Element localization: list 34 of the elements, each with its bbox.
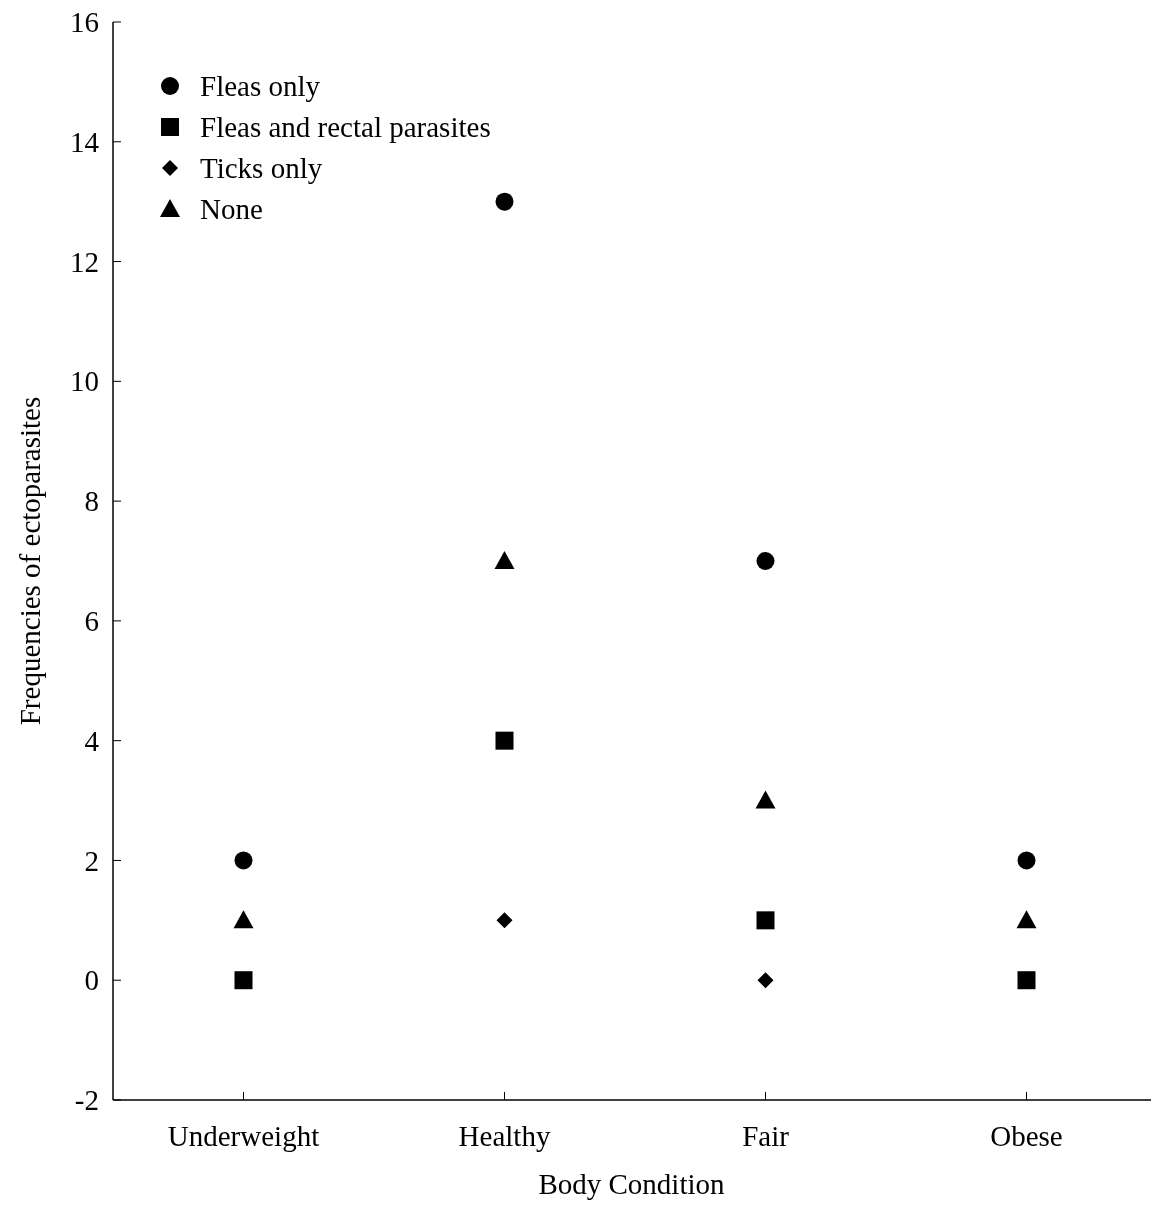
point (234, 851, 253, 870)
legend-label: Fleas and rectal parasites (200, 111, 491, 144)
y-axis-title: Frequencies of ectoparasites (14, 396, 46, 726)
y-tick-label: 16 (70, 6, 99, 39)
x-tick-label: Fair (742, 1120, 790, 1152)
y-tick-label: 10 (70, 365, 99, 398)
point (756, 552, 775, 570)
x-axis-title: Body Condition (538, 1168, 726, 1200)
point (494, 551, 515, 569)
point (495, 192, 514, 211)
y-tick-label: 6 (84, 605, 99, 638)
point (757, 972, 774, 989)
y-tick-label: 8 (84, 485, 99, 518)
y-tick-label: 0 (84, 964, 99, 997)
legend-label: Ticks only (200, 152, 323, 185)
point (755, 790, 776, 809)
y-tick-label: -2 (74, 1084, 99, 1117)
point (234, 971, 253, 990)
point (496, 912, 513, 929)
point (1016, 910, 1037, 929)
x-tick-label: Healthy (458, 1120, 551, 1152)
point (756, 911, 775, 930)
y-tick-label: 12 (70, 245, 99, 278)
point (1017, 971, 1036, 990)
x-tick-label: Obese (990, 1120, 1063, 1152)
point (495, 731, 514, 750)
y-tick-label: 4 (84, 724, 100, 757)
legend-label: None (200, 193, 263, 226)
legend-label: Fleas only (200, 70, 321, 103)
x-tick-label: Underweight (167, 1120, 320, 1152)
point (233, 910, 254, 929)
y-tick-label: 14 (70, 125, 100, 158)
point (1017, 851, 1036, 870)
y-tick-label: 2 (84, 844, 99, 877)
